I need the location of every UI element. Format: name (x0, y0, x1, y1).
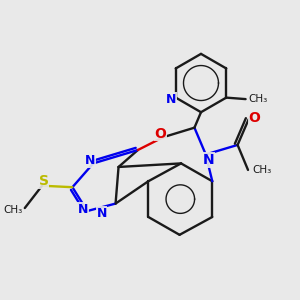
Text: N: N (202, 153, 214, 167)
Text: N: N (166, 93, 176, 106)
Text: CH₃: CH₃ (3, 205, 22, 214)
Text: CH₃: CH₃ (249, 94, 268, 104)
Text: N: N (85, 154, 95, 167)
Text: N: N (96, 207, 107, 220)
Text: N: N (78, 203, 88, 216)
Text: CH₃: CH₃ (253, 165, 272, 175)
Text: O: O (249, 111, 260, 125)
Text: S: S (38, 174, 49, 188)
Text: O: O (154, 127, 166, 141)
